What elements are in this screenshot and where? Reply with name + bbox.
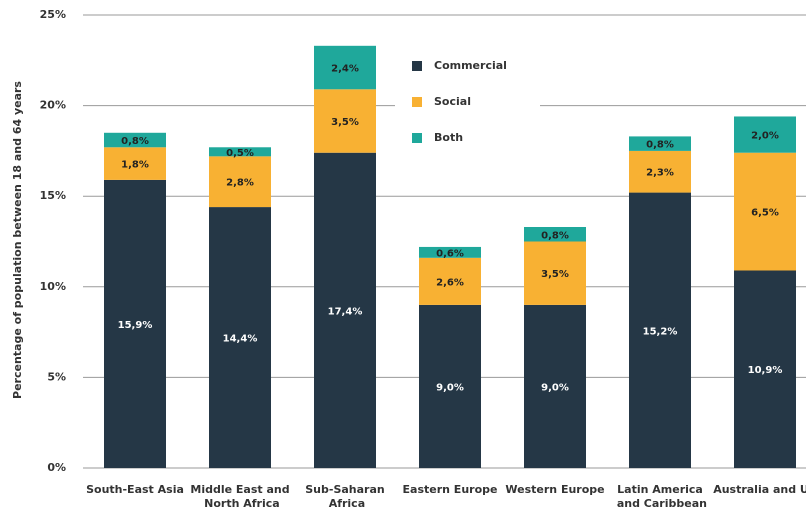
- value-label: 9,0%: [541, 382, 569, 393]
- y-tick-label: 15%: [40, 189, 66, 202]
- x-tick-label: Sub-Saharan Africa: [305, 483, 384, 510]
- value-label: 0,6%: [436, 248, 464, 259]
- bar-segment: [734, 270, 796, 468]
- x-tick-label: Latin America and Caribbean: [613, 483, 707, 510]
- y-axis-label: Percentage of population between 18 and …: [11, 81, 24, 399]
- bar-segment: [524, 227, 586, 242]
- value-label: 9,0%: [436, 382, 464, 393]
- y-tick-label: 0%: [47, 461, 66, 474]
- x-tick-label: Australia and US: [713, 483, 806, 496]
- x-tick-label: Eastern Europe: [403, 483, 498, 496]
- bar-segment: [419, 257, 481, 305]
- legend-label: Both: [434, 131, 463, 144]
- value-label: 17,4%: [328, 306, 363, 317]
- bar-segment: [629, 150, 691, 193]
- value-label: 0,8%: [121, 136, 149, 147]
- legend-label: Social: [434, 95, 471, 108]
- value-label: 0,8%: [646, 140, 674, 151]
- value-label: 2,0%: [751, 131, 779, 142]
- bar-segment: [314, 45, 376, 90]
- value-label: 3,5%: [331, 117, 359, 128]
- value-label: 0,8%: [541, 230, 569, 241]
- bar-segment: [734, 116, 796, 153]
- value-label: 2,6%: [436, 277, 464, 288]
- value-label: 2,3%: [646, 168, 674, 179]
- bar-segment: [104, 179, 166, 468]
- bar-segment: [104, 147, 166, 180]
- value-label: 15,2%: [643, 326, 678, 337]
- bar-segment: [734, 152, 796, 271]
- bar-segment: [314, 89, 376, 153]
- value-label: 2,4%: [331, 64, 359, 75]
- value-label: 15,9%: [118, 320, 153, 331]
- y-tick-label: 20%: [40, 99, 66, 112]
- value-label: 2,8%: [226, 178, 254, 189]
- value-label: 1,8%: [121, 160, 149, 171]
- bar-segment: [314, 152, 376, 468]
- bar-segment: [419, 246, 481, 258]
- value-label: 14,4%: [223, 334, 258, 345]
- value-label: 10,9%: [748, 365, 783, 376]
- value-label: 0,5%: [226, 148, 254, 159]
- bar-segment: [524, 304, 586, 468]
- y-tick-label: 10%: [40, 280, 66, 293]
- y-tick-label: 5%: [47, 370, 66, 383]
- bar-segment: [104, 132, 166, 148]
- bar-segment: [629, 192, 691, 469]
- legend-label: Commercial: [434, 59, 507, 72]
- bar-segment: [209, 147, 271, 157]
- bar-segment: [629, 136, 691, 151]
- bar-segment: [524, 241, 586, 305]
- legend-swatch: [412, 97, 422, 107]
- x-tick-label: Western Europe: [505, 483, 604, 496]
- y-tick-label: 25%: [40, 8, 66, 21]
- value-label: 3,5%: [541, 269, 569, 280]
- x-tick-label: Middle East and North Africa: [190, 483, 289, 510]
- legend-swatch: [412, 133, 422, 143]
- bar-segment: [209, 207, 271, 468]
- value-label: 6,5%: [751, 208, 779, 219]
- bar-segment: [419, 304, 481, 468]
- x-tick-label: South-East Asia: [86, 483, 184, 496]
- bar-segment: [209, 156, 271, 208]
- legend-swatch: [412, 61, 422, 71]
